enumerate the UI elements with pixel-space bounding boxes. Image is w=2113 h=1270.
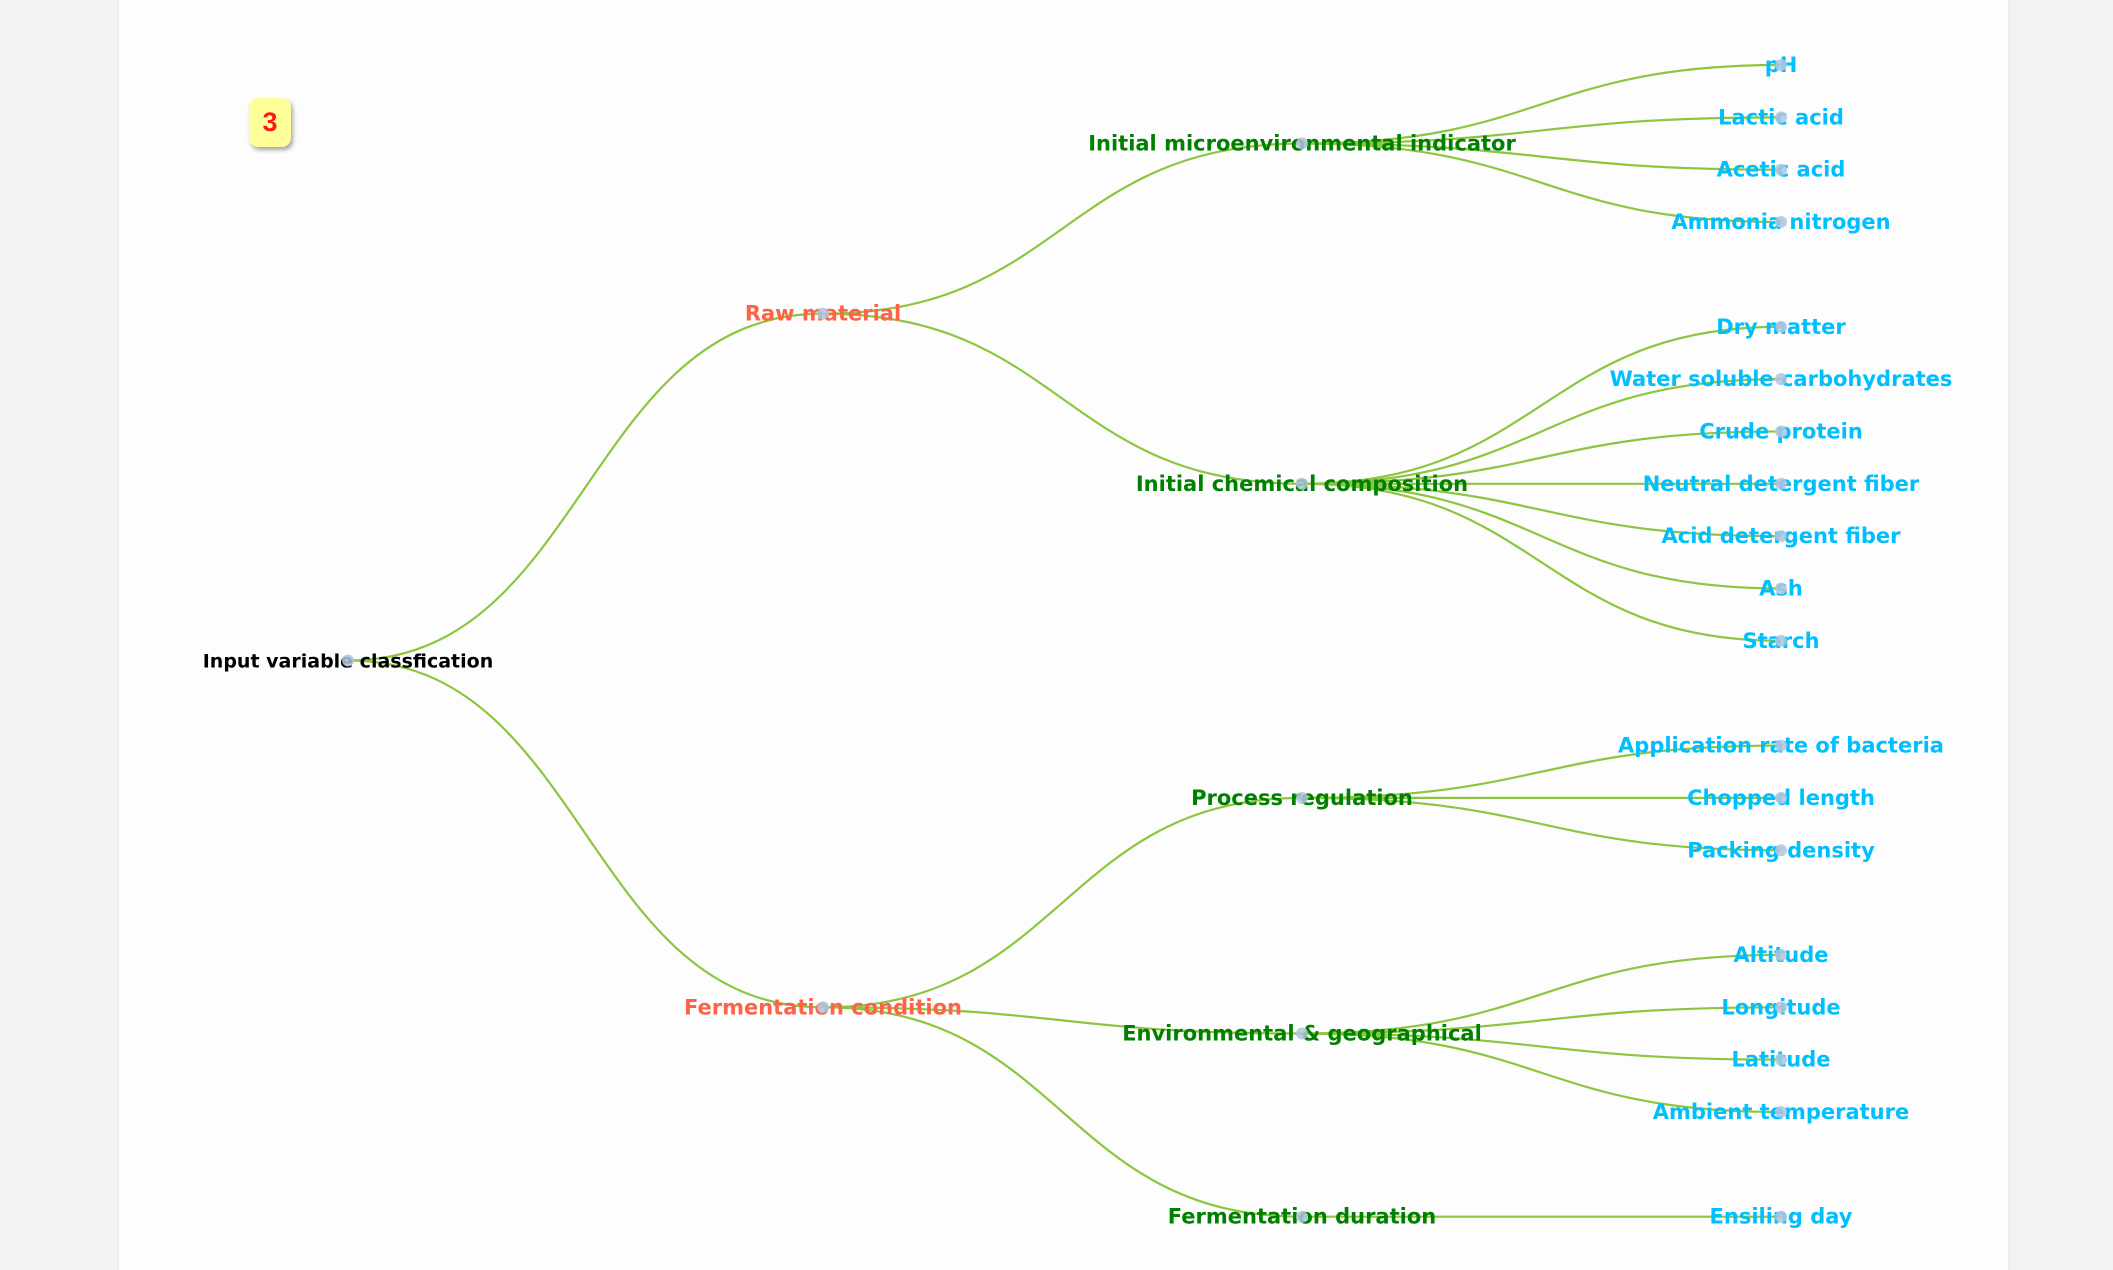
tree-node[interactable]	[1775, 111, 1787, 124]
tree-node[interactable]	[1775, 59, 1787, 71]
tree-node[interactable]	[1775, 634, 1787, 647]
tree-node[interactable]	[1775, 163, 1787, 176]
tree-node[interactable]	[1775, 844, 1787, 857]
tree-link	[1301, 1032, 1782, 1114]
tree-link	[1301, 325, 1782, 485]
tree-link	[822, 142, 1303, 315]
tree-link	[1301, 1006, 1782, 1035]
step-badge: 3	[249, 98, 291, 147]
tree-node[interactable]	[1775, 1106, 1787, 1118]
tree-node[interactable]	[1775, 425, 1787, 438]
tree-node[interactable]	[817, 1001, 829, 1014]
tree-link	[1301, 142, 1782, 171]
tree-link	[1301, 1032, 1782, 1061]
tree-node[interactable]	[1775, 948, 1787, 961]
tree-link	[822, 1006, 1303, 1218]
tree-node[interactable]	[817, 307, 829, 320]
tree-link	[822, 796, 1303, 1009]
tree-node[interactable]	[1775, 582, 1787, 595]
tree-node[interactable]	[1775, 320, 1787, 333]
tree-node[interactable]	[1775, 530, 1787, 543]
tree-link	[1301, 430, 1782, 485]
tree-link	[822, 1006, 1303, 1035]
tree-node[interactable]	[1296, 477, 1308, 490]
tree-node[interactable]	[1775, 1001, 1787, 1014]
tree-link	[1301, 482, 1782, 590]
tree-link	[347, 659, 824, 1009]
tree-link	[822, 312, 1303, 485]
tree-node[interactable]	[1296, 791, 1308, 804]
tree-link	[1301, 116, 1782, 145]
tree-link	[1301, 142, 1782, 224]
tree-node[interactable]	[342, 654, 354, 667]
tree-node[interactable]	[1775, 1210, 1787, 1223]
tree-link	[1301, 482, 1782, 642]
tree-node[interactable]	[1775, 373, 1787, 386]
tree-link	[1301, 482, 1782, 538]
tree-link	[1301, 796, 1782, 852]
tree-link	[1301, 953, 1782, 1035]
tree-node[interactable]	[1296, 1210, 1308, 1223]
tree-node[interactable]	[1775, 1053, 1787, 1066]
tree-link	[347, 312, 824, 662]
tree-link	[1301, 378, 1782, 485]
tree-node[interactable]	[1296, 137, 1308, 150]
tree-node[interactable]	[1775, 739, 1787, 752]
tree-node[interactable]	[1296, 1027, 1308, 1040]
tree-link	[1301, 744, 1782, 799]
tree-node[interactable]	[1775, 216, 1787, 229]
tree-node[interactable]	[1775, 477, 1787, 490]
tree-node[interactable]	[1775, 791, 1787, 804]
tree-link	[1301, 63, 1782, 145]
